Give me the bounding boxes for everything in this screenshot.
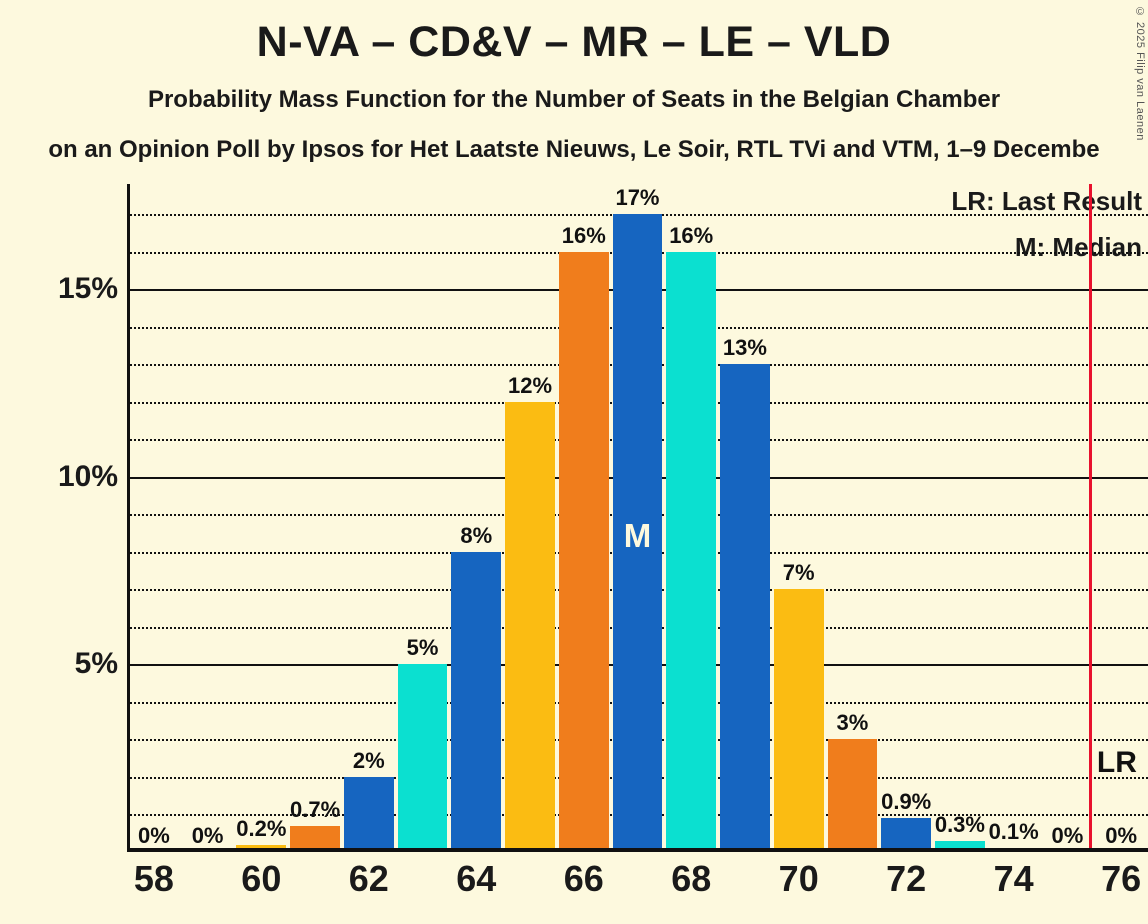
- bar-value-label: 0.3%: [934, 811, 985, 837]
- bar-slot[interactable]: 7%: [772, 184, 826, 852]
- bar-value-label: 0.7%: [289, 796, 341, 822]
- y-axis-tick-label: 10%: [57, 459, 118, 493]
- bar[interactable]: [343, 776, 394, 852]
- last-result-marker: LR: [1096, 745, 1137, 779]
- bar-value-label: 0%: [1051, 823, 1084, 848]
- bar[interactable]: [827, 739, 878, 852]
- bar-slot[interactable]: 3%: [826, 184, 880, 852]
- bar[interactable]: [935, 840, 985, 852]
- bar-value-label: 16%: [669, 222, 714, 248]
- bar-value-label: 0%: [1105, 823, 1138, 848]
- bar[interactable]: [451, 551, 502, 852]
- bar-value-label: 0.9%: [881, 789, 932, 815]
- x-axis-tick-label: 64: [456, 858, 497, 899]
- bar-slot[interactable]: 0.1%: [987, 184, 1041, 852]
- x-axis-tick-label: 72: [886, 858, 927, 899]
- bar-value-label: 0%: [191, 823, 224, 848]
- bar[interactable]: [558, 251, 609, 852]
- y-axis-tick-label: 15%: [57, 272, 118, 306]
- bar-slot[interactable]: 16%: [557, 184, 611, 852]
- bar[interactable]: [666, 251, 717, 852]
- x-axis-tick-label: 68: [671, 858, 712, 899]
- bar-slot[interactable]: 0.9%: [879, 184, 933, 852]
- bar-slot[interactable]: 16%: [664, 184, 718, 852]
- bar-value-label: 8%: [460, 522, 493, 548]
- bar-value-label: 2%: [352, 747, 385, 773]
- x-axis-tick-label: 58: [133, 858, 174, 899]
- bar[interactable]: [290, 825, 340, 852]
- bar-slot[interactable]: 8%: [449, 184, 503, 852]
- bar-value-label: 5%: [406, 635, 439, 661]
- bar-slot[interactable]: 5%: [396, 184, 450, 852]
- bar-slot[interactable]: 0.2%: [234, 184, 288, 852]
- bar-slot[interactable]: 2%: [342, 184, 396, 852]
- bar-slot[interactable]: 12%: [503, 184, 557, 852]
- y-axis: [127, 184, 130, 852]
- median-marker: M: [623, 517, 652, 555]
- bar-series: 0% 0% 0.2% 0.7% 2% 5% 8% 12% 16% M 17% 16% 13% 7% 3% 0.…: [127, 184, 1148, 852]
- y-axis-tick-label: 5%: [74, 647, 118, 681]
- bar-value-label: 17%: [615, 185, 660, 211]
- chart-subtitle-line2: on an Opinion Poll by Ipsos for Het Laat…: [48, 136, 1100, 163]
- x-axis-ticks: 58 60 62 64 66 68 70 72 74 76: [127, 858, 1148, 924]
- x-axis-tick-label: 74: [993, 858, 1034, 899]
- last-result-line: [1088, 184, 1092, 852]
- bar-value-label: 7%: [782, 560, 815, 586]
- chart-title: N-VA – CD&V – MR – LE – VLD: [256, 18, 892, 66]
- bar-slot[interactable]: 0.7%: [288, 184, 342, 852]
- bar-value-label: 12%: [507, 372, 553, 398]
- x-axis-tick-label: 70: [778, 858, 819, 899]
- x-axis-tick-label: 76: [1101, 858, 1142, 899]
- bar-value-label: 0.1%: [988, 819, 1039, 845]
- legend-last-result: LR: Last Result: [951, 186, 1142, 216]
- x-axis-tick-label: 62: [348, 858, 389, 899]
- chart-subtitle-line1: Probability Mass Function for the Number…: [147, 86, 1001, 113]
- bar-value-label: 0.2%: [236, 815, 287, 841]
- bar-slot[interactable]: 0%: [1094, 184, 1148, 852]
- bar-value-label: 16%: [561, 222, 606, 248]
- x-axis: [127, 848, 1148, 852]
- bar-slot[interactable]: 0%: [127, 184, 181, 852]
- bar[interactable]: [773, 589, 824, 852]
- x-axis-tick-label: 66: [563, 858, 604, 899]
- bar-value-label: 0%: [137, 823, 170, 848]
- bar-value-label: 3%: [836, 710, 869, 736]
- bar[interactable]: [397, 664, 448, 852]
- legend-median: M: Median: [1014, 232, 1142, 262]
- bar-slot[interactable]: 13%: [718, 184, 772, 852]
- bar[interactable]: [612, 214, 663, 852]
- x-axis-tick-label: 60: [241, 858, 282, 899]
- bar-value-label: 13%: [722, 335, 767, 361]
- bar-slot[interactable]: 0%: [181, 184, 235, 852]
- bar-slot[interactable]: M 17%: [611, 184, 665, 852]
- plot-area: 5% 10% 15% 0% 0% 0.2% 0.7% 2% 5% 8% 12% 16% M 17% 16%…: [58, 184, 1148, 852]
- copyright-notice: © 2025 Filip van Laenen: [1134, 6, 1146, 141]
- bar[interactable]: [505, 401, 555, 852]
- bar-slot[interactable]: 0.3%: [933, 184, 987, 852]
- bar[interactable]: [720, 364, 770, 852]
- bar[interactable]: [881, 818, 932, 852]
- bar-slot[interactable]: 0%: [1041, 184, 1095, 852]
